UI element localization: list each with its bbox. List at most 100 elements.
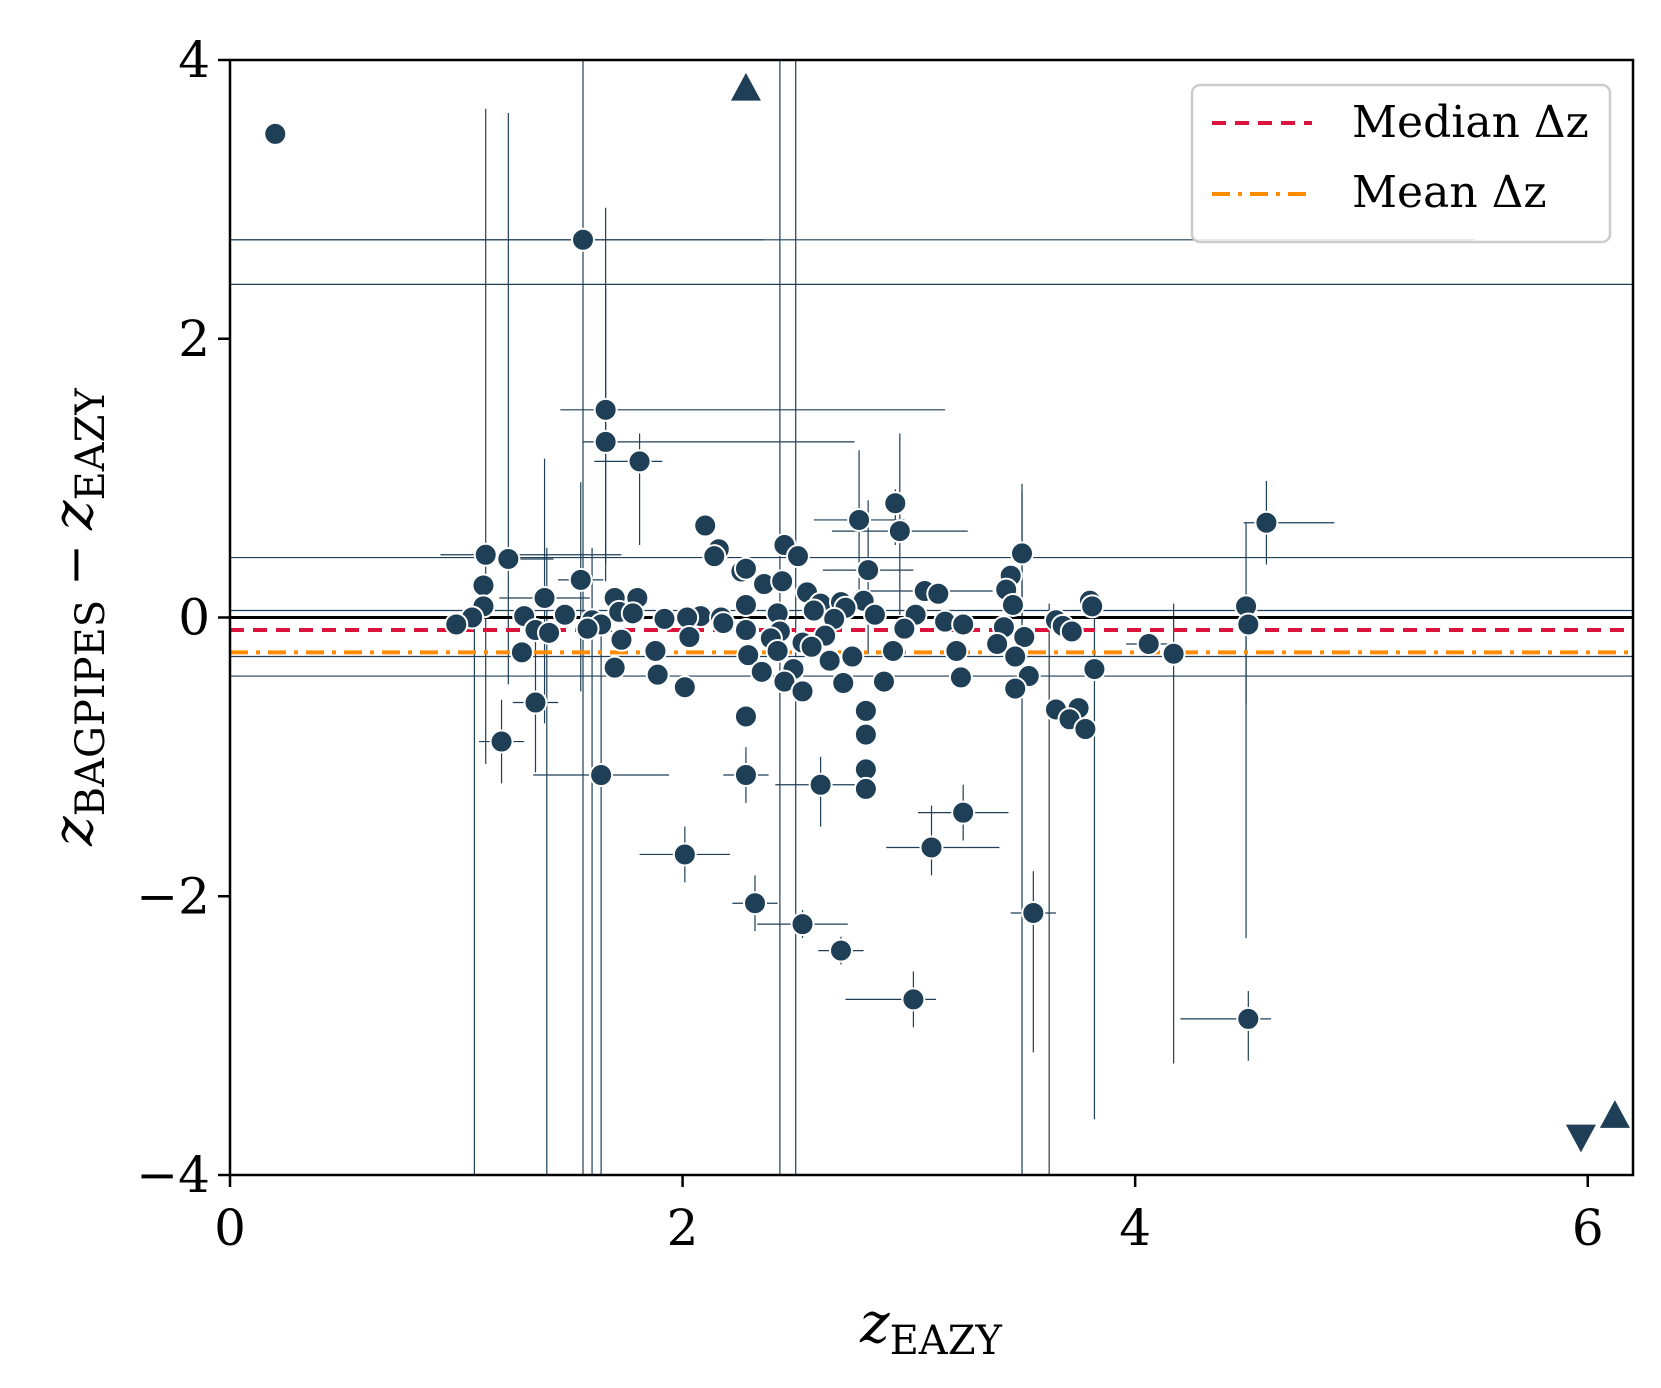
data-point-62 — [951, 612, 976, 637]
data-point-92 — [602, 655, 627, 680]
legend: Median Δz Mean Δz — [1190, 83, 1612, 244]
data-point-102 — [672, 675, 697, 700]
y-tick-label-0: −4 — [136, 1146, 210, 1204]
data-point-95 — [1082, 657, 1107, 682]
data-point-61 — [711, 611, 736, 636]
data-point-layer — [263, 121, 1279, 1031]
data-point-118 — [853, 776, 878, 801]
y-tick-label-3: 2 — [178, 310, 210, 368]
data-point-108 — [853, 698, 878, 723]
data-point-70 — [892, 616, 917, 641]
data-point-75 — [1012, 625, 1037, 650]
limit-marker-layer — [730, 72, 1630, 1153]
data-point-126 — [901, 987, 926, 1012]
data-point-89 — [736, 643, 761, 668]
data-point-96 — [645, 662, 670, 687]
data-point-7 — [847, 507, 872, 532]
limit-marker-0 — [730, 72, 761, 101]
data-point-50 — [862, 602, 887, 627]
data-point-127 — [1236, 1006, 1261, 1031]
y-tick-label-4: 4 — [178, 31, 210, 89]
limit-marker-1 — [1565, 1124, 1596, 1153]
data-point-87 — [1003, 644, 1028, 669]
data-point-122 — [742, 891, 767, 916]
data-point-23 — [770, 569, 795, 594]
data-point-80 — [1136, 631, 1161, 656]
data-point-123 — [1021, 900, 1046, 925]
data-point-18 — [733, 556, 758, 581]
data-point-24 — [471, 573, 496, 598]
data-point-6 — [887, 519, 912, 544]
x-tick-label-2: 4 — [1119, 1199, 1151, 1257]
data-point-103 — [1003, 676, 1028, 701]
data-point-55 — [675, 605, 700, 630]
y-axis-label: zBAGPIPES−zEAZY — [41, 388, 114, 847]
data-point-0 — [263, 121, 288, 146]
data-point-48 — [552, 602, 577, 627]
legend-median-label: Median Δz — [1352, 97, 1589, 148]
data-point-45 — [620, 601, 645, 626]
data-point-109 — [733, 704, 758, 729]
data-point-105 — [523, 690, 548, 715]
data-point-14 — [1010, 541, 1035, 566]
data-point-19 — [856, 558, 881, 583]
data-point-79 — [985, 631, 1010, 656]
data-point-86 — [765, 638, 790, 663]
legend-mean-label: Mean Δz — [1352, 167, 1547, 218]
data-point-90 — [817, 648, 842, 673]
data-point-72 — [537, 620, 562, 645]
data-point-125 — [828, 938, 853, 963]
data-point-81 — [799, 634, 824, 659]
data-point-121 — [672, 842, 697, 867]
data-point-93 — [749, 659, 774, 684]
data-point-88 — [1161, 641, 1186, 666]
data-point-54 — [652, 606, 677, 631]
data-point-29 — [532, 585, 557, 610]
data-point-97 — [948, 665, 973, 690]
data-point-83 — [881, 638, 906, 663]
data-point-21 — [568, 567, 593, 592]
data-point-11 — [702, 544, 727, 569]
data-point-9 — [693, 513, 718, 538]
data-point-42 — [801, 598, 826, 623]
data-point-99 — [772, 669, 797, 694]
x-tick-label-1: 2 — [667, 1199, 699, 1257]
data-point-82 — [643, 638, 668, 663]
data-point-116 — [733, 762, 758, 787]
data-point-8 — [1254, 510, 1279, 535]
data-point-4 — [627, 449, 652, 474]
data-point-15 — [473, 542, 498, 567]
data-point-5 — [883, 491, 908, 516]
y-tick-label-2: 0 — [178, 589, 210, 647]
data-point-119 — [951, 800, 976, 825]
x-tick-label-0: 0 — [214, 1199, 246, 1257]
data-point-112 — [853, 722, 878, 747]
data-point-68 — [733, 618, 758, 643]
data-point-1 — [571, 227, 596, 252]
data-point-85 — [509, 640, 534, 665]
data-point-39 — [1080, 594, 1105, 619]
y-tick-label-1: −2 — [136, 867, 210, 925]
data-point-71 — [1059, 619, 1084, 644]
data-point-113 — [489, 729, 514, 754]
data-point-65 — [1236, 612, 1261, 637]
data-point-124 — [790, 912, 815, 937]
data-point-111 — [1073, 717, 1098, 741]
x-axis-label: zEAZY — [859, 1291, 1002, 1364]
data-point-13 — [785, 544, 810, 569]
data-point-76 — [609, 627, 634, 652]
data-point-117 — [808, 772, 833, 797]
data-point-3 — [593, 429, 618, 454]
data-point-59 — [444, 612, 469, 637]
data-point-91 — [840, 644, 865, 669]
x-axis-ticks: 0 2 4 6 — [214, 1175, 1604, 1257]
data-point-36 — [733, 592, 758, 617]
data-point-67 — [575, 616, 600, 641]
data-point-73 — [677, 625, 702, 650]
data-point-101 — [871, 669, 896, 694]
data-point-37 — [1000, 592, 1025, 617]
data-point-100 — [831, 671, 856, 696]
data-point-115 — [589, 762, 614, 787]
y-axis-ticks: −4 −2 0 2 4 — [136, 31, 230, 1204]
